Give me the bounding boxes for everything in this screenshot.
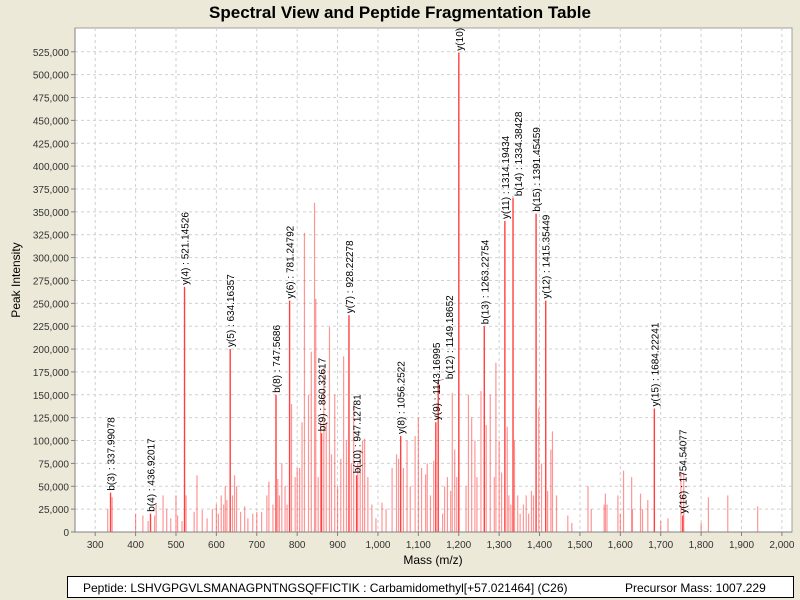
peak-label: b(4) : 436.92017 <box>147 438 158 512</box>
x-tick-label: 1,200 <box>446 540 471 551</box>
peak-label: b(14) : 1334.38428 <box>514 111 525 196</box>
peak-label: b(9) : 860.32617 <box>318 357 329 431</box>
y-tick-label: 125,000 <box>33 414 70 425</box>
x-tick-label: 1,100 <box>406 540 431 551</box>
label-leader-line <box>438 378 444 382</box>
y-tick-label: 25,000 <box>38 505 69 516</box>
y-tick-label: 325,000 <box>33 231 70 242</box>
x-tick-label: 300 <box>87 540 104 551</box>
spectrum-chart: b(3) : 337.99078 b(4) : 436.92017 y(4) : 5… <box>9 27 795 567</box>
peak-label: y(5) : 634.16357 <box>226 274 237 347</box>
x-tick-label: 500 <box>168 540 185 551</box>
y-tick-label: 75,000 <box>38 459 69 470</box>
y-tick-label: 0 <box>63 528 69 539</box>
y-tick-label: 300,000 <box>33 254 70 265</box>
peak-label: y(15) : 1684.22241 <box>650 322 661 406</box>
y-tick-label: 475,000 <box>33 94 70 105</box>
peak-label: b(10) : 947.12781 <box>353 394 364 473</box>
x-axis-label: Mass (m/z) <box>403 553 462 567</box>
peak-label: y(9) : 1143.16995 <box>432 342 443 420</box>
x-tick-label: 1,900 <box>729 540 754 551</box>
y-tick-label: 175,000 <box>33 368 70 379</box>
peak-label: b(12) : 1149.18652 <box>445 295 456 379</box>
peak-label: y(16) : 1754.54077 <box>679 429 690 513</box>
y-tick-label: 250,000 <box>33 299 70 310</box>
y-tick-label: 525,000 <box>33 48 70 59</box>
y-tick-label: 375,000 <box>33 185 70 196</box>
y-tick-label: 50,000 <box>38 482 69 493</box>
x-tick-label: 1,300 <box>487 540 512 551</box>
x-tick-label: 800 <box>289 540 306 551</box>
x-tick-label: 1,400 <box>527 540 552 551</box>
x-tick-label: 1,800 <box>689 540 714 551</box>
peak-label: y(6) : 781.24792 <box>286 225 297 298</box>
peak-label: b(8) : 747.5686 <box>272 325 283 393</box>
peak-bars <box>107 52 759 532</box>
x-tick-label: 1,700 <box>648 540 673 551</box>
x-tick-label: 700 <box>248 540 265 551</box>
peak-label: b(3) : 337.99078 <box>107 417 118 491</box>
precursor-mass: Precursor Mass: 1007.229 <box>625 581 766 595</box>
y-tick-label: 500,000 <box>33 71 70 82</box>
y-tick-label: 275,000 <box>33 276 70 287</box>
y-axis-label: Peak Intensity <box>9 242 23 317</box>
y-tick-label: 450,000 <box>33 116 70 127</box>
peak-label: y(11) : 1314.19434 <box>501 135 512 219</box>
peak-label: y(10) <box>455 28 466 51</box>
peak-label: y(7) : 928.22278 <box>345 240 356 313</box>
grid <box>75 28 792 533</box>
x-tick-label: 1,500 <box>567 540 592 551</box>
y-tick-label: 100,000 <box>33 437 70 448</box>
peptide-info-box: Peptide: LSHVGPGVLSMANAGPNTNGSQFFICTIK :… <box>67 576 794 598</box>
y-tick-label: 200,000 <box>33 345 70 356</box>
peak-labels: b(3) : 337.99078 b(4) : 436.92017 y(4) : 5… <box>107 28 690 514</box>
y-tick-label: 350,000 <box>33 208 70 219</box>
x-tick-label: 900 <box>329 540 346 551</box>
x-tick-label: 1,600 <box>608 540 633 551</box>
peak-label: y(8) : 1056.2522 <box>397 361 408 434</box>
axes: 300 400 500 600 700 800 900 1,000 1,100 1,200 1,30… <box>33 28 795 551</box>
y-tick-label: 400,000 <box>33 162 70 173</box>
x-tick-label: 2,000 <box>769 540 794 551</box>
peak-label: y(12) : 1415.35449 <box>542 214 553 298</box>
x-tick-label: 600 <box>208 540 225 551</box>
x-tick-label: 400 <box>127 540 144 551</box>
y-tick-label: 225,000 <box>33 322 70 333</box>
y-tick-label: 150,000 <box>33 391 70 402</box>
y-tick-label: 425,000 <box>33 139 70 150</box>
chart-title: Spectral View and Peptide Fragmentation … <box>209 3 591 22</box>
peptide-sequence: Peptide: LSHVGPGVLSMANAGPNTNGSQFFICTIK :… <box>83 581 568 595</box>
peak-label: b(13) : 1263.22754 <box>480 239 491 324</box>
x-tick-label: 1,000 <box>365 540 390 551</box>
peak-label: b(15) : 1391.45459 <box>532 127 543 212</box>
peak-label: y(4) : 521.14526 <box>181 212 192 285</box>
